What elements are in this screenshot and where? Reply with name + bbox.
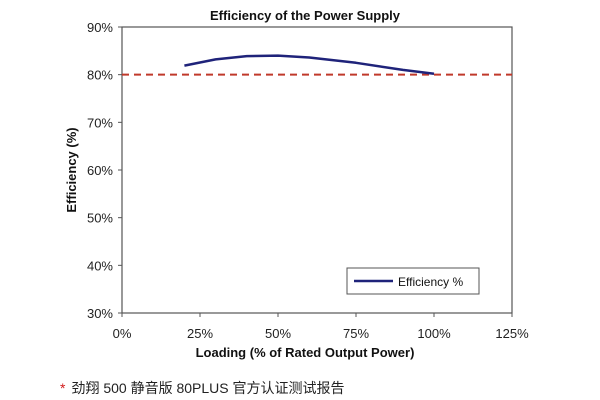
caption: * 劲翔 500 静音版 80PLUS 官方认证测试报告 [60,378,345,398]
x-tick-label: 50% [265,326,291,341]
x-axis-label: Loading (% of Rated Output Power) [196,345,415,360]
y-tick-label: 80% [87,68,113,83]
caption-marker: * [60,380,66,396]
chart-title: Efficiency of the Power Supply [210,8,401,23]
y-tick-label: 90% [87,20,113,35]
y-tick-label: 30% [87,306,113,321]
y-axis-label: Efficiency (%) [64,127,79,212]
x-axis: 0% 25% 50% 75% 100% 125% [113,313,529,341]
y-tick-label: 50% [87,211,113,226]
x-tick-label: 125% [495,326,529,341]
x-tick-label: 75% [343,326,369,341]
y-tick-label: 70% [87,115,113,130]
y-tick-label: 40% [87,258,113,273]
legend-label: Efficiency % [398,275,463,289]
y-axis: 30% 40% 50% 60% 70% 80% 90% [87,20,122,321]
y-tick-label: 60% [87,163,113,178]
x-tick-label: 25% [187,326,213,341]
x-tick-label: 0% [113,326,132,341]
efficiency-series-line [184,54,435,75]
x-tick-label: 100% [417,326,451,341]
legend: Efficiency % [346,267,480,295]
caption-text: 劲翔 500 静音版 80PLUS 官方认证测试报告 [71,380,345,396]
